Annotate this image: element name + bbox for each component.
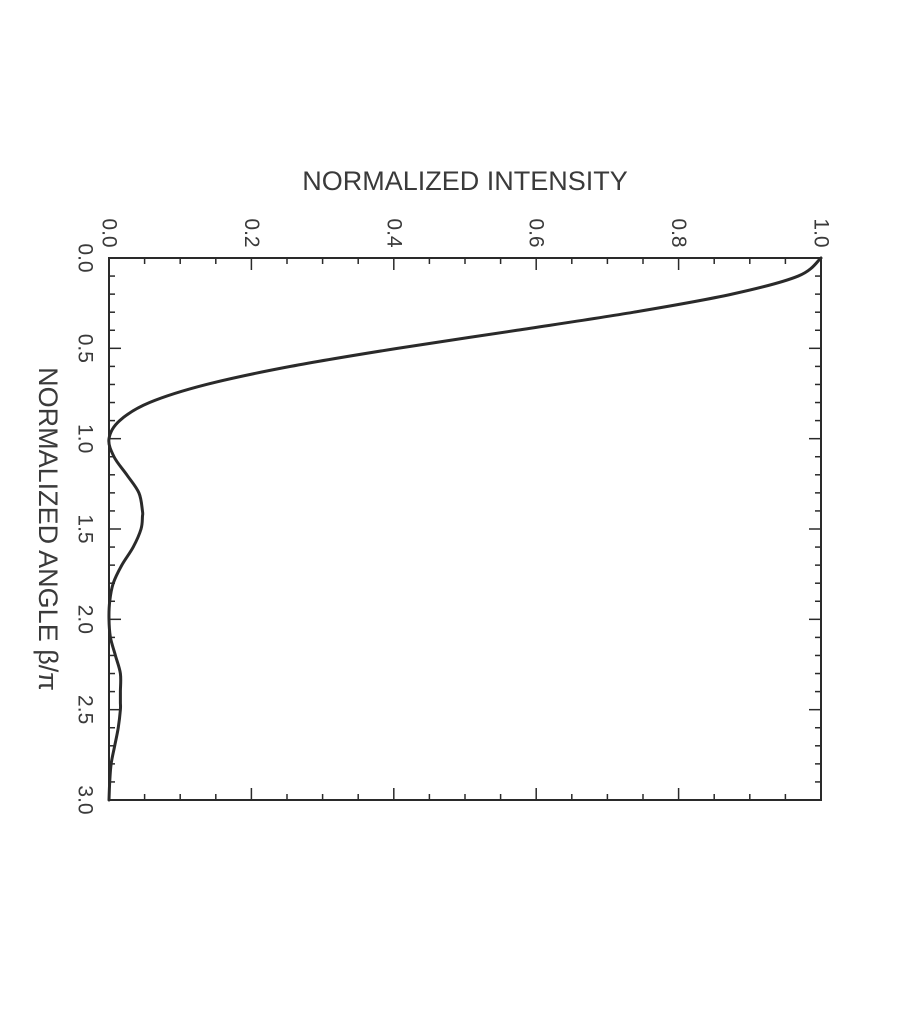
y-tick-label: 0.2 bbox=[240, 218, 263, 247]
y-tick-label: 0.4 bbox=[382, 218, 405, 248]
x-tick-label: 1.5 bbox=[74, 514, 97, 543]
x-tick-label: 1.0 bbox=[74, 424, 97, 453]
x-tick-label: 0.5 bbox=[74, 334, 97, 363]
x-tick-label: 3.0 bbox=[74, 785, 97, 814]
y-tick-label: 1.0 bbox=[810, 218, 833, 247]
x-tick-label: 0.0 bbox=[74, 243, 97, 272]
x-tick-label: 2.5 bbox=[74, 695, 97, 724]
x-tick-label: 2.0 bbox=[74, 605, 97, 634]
plot-frame bbox=[108, 257, 822, 801]
y-tick-label: 0.8 bbox=[667, 218, 690, 247]
tick-labels-layer: 0.0 0.2 0.4 0.6 0.8 1.0 0.0 0.5 1.0 1.5 2.0 2.5 3.0 bbox=[74, 218, 833, 814]
series-line-sinc-squared bbox=[107, 256, 823, 802]
y-tick-label: 0.0 bbox=[98, 218, 121, 247]
y-tick-label: 0.6 bbox=[525, 218, 548, 247]
y-axis-title: NORMALIZED INTENSITY bbox=[302, 166, 628, 196]
x-axis-title: NORMALIZED ANGLE β/π bbox=[33, 367, 63, 691]
